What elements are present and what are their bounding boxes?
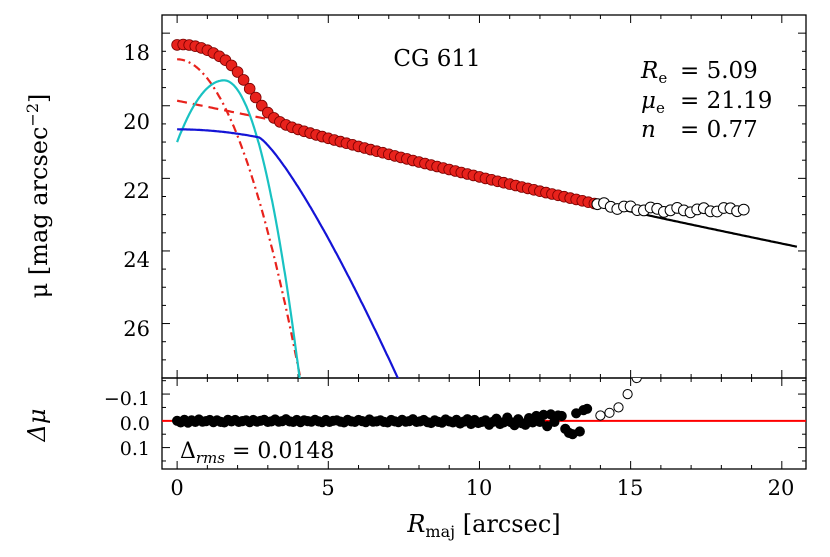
y-axis-label-sup: −2 <box>23 103 42 127</box>
y-axis-label-main: μ [mag arcsec <box>25 127 53 299</box>
x-axis-label: Rmaj [arcsec] <box>406 510 560 541</box>
xtick-label-10: 10 <box>466 476 493 500</box>
re-label: R <box>640 58 658 84</box>
main-ytick-labels: 18 20 22 24 26 <box>123 41 150 341</box>
x-axis-label-sub: maj <box>425 522 455 541</box>
residual-excluded-point <box>604 407 615 418</box>
ytick-label-20: 20 <box>123 110 150 134</box>
chart-title: CG 611 <box>393 46 480 72</box>
ring-component-curve <box>176 79 301 378</box>
fitted-data-point <box>237 74 250 86</box>
data-points <box>171 38 750 219</box>
rms-label: Δ <box>180 439 196 464</box>
residual-ytick-labels: −0.1 0.0 0.1 <box>104 388 150 460</box>
ytick-label-26: 26 <box>123 317 150 341</box>
residual-panel-frame <box>161 377 807 470</box>
re-sub: e <box>658 69 667 87</box>
mue-annotation: μe <box>641 88 665 117</box>
nuclear-component-curve <box>177 58 302 378</box>
fitted-data-point <box>231 66 244 78</box>
fitted-data-point <box>249 91 262 104</box>
fit-parameters: Re = 5.09 μe = 21.19 n = 0.77 <box>640 58 772 143</box>
fitted-data-point <box>243 82 256 95</box>
x-axis-label-main: R <box>406 510 425 538</box>
residual-excluded-point <box>595 410 606 421</box>
xtick-label-20: 20 <box>768 476 795 500</box>
y-axis-label-close: ] <box>25 94 53 103</box>
ytick-label-18: 18 <box>123 41 150 65</box>
residual-excluded-point <box>631 378 642 384</box>
xtick-labels: 0 5 10 15 20 <box>170 476 794 500</box>
res-ytick-label-neg01: −0.1 <box>104 388 150 410</box>
xtick-label-5: 5 <box>321 476 334 500</box>
rms-annotation: Δrms = 0.0148 <box>180 439 334 467</box>
residual-point <box>582 403 593 414</box>
residual-point <box>574 426 585 437</box>
x-axis-label-unit: [arcsec] <box>455 510 561 538</box>
rms-sub: rms <box>196 449 225 467</box>
residual-plot-area <box>162 378 806 440</box>
ytick-label-22: 22 <box>123 179 150 203</box>
bulge-component-curve <box>177 128 400 378</box>
n-value: = 0.77 <box>680 117 758 143</box>
y-axis-label: μ [mag arcsec−2] <box>23 94 53 299</box>
mue-value: = 21.19 <box>680 88 772 114</box>
residual-point <box>556 410 567 422</box>
res-ytick-label-00: 0.0 <box>120 413 150 435</box>
mue-sub: e <box>656 99 665 117</box>
xtick-label-15: 15 <box>617 476 644 500</box>
rms-value: = 0.0148 <box>225 439 334 464</box>
main-plot-area <box>162 38 806 440</box>
residual-excluded-point <box>622 389 633 400</box>
excluded-data-point <box>737 203 750 216</box>
mue-label: μ <box>641 88 656 114</box>
main-ticks <box>162 15 806 378</box>
xtick-label-0: 0 <box>170 476 183 500</box>
re-annotation: Re <box>640 58 667 87</box>
n-annotation: n <box>641 117 656 143</box>
ytick-label-24: 24 <box>123 248 150 272</box>
re-value: = 5.09 <box>680 58 758 84</box>
residual-y-axis-label: Δμ <box>23 409 51 443</box>
res-ytick-label-01: 0.1 <box>120 438 150 460</box>
residual-excluded-point <box>613 402 624 413</box>
